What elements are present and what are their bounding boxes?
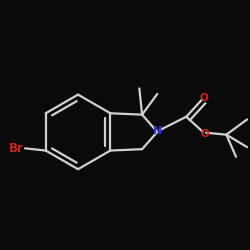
Text: N: N: [153, 126, 162, 136]
Text: Br: Br: [9, 142, 24, 155]
Text: O: O: [199, 94, 208, 104]
Text: O: O: [201, 128, 209, 138]
